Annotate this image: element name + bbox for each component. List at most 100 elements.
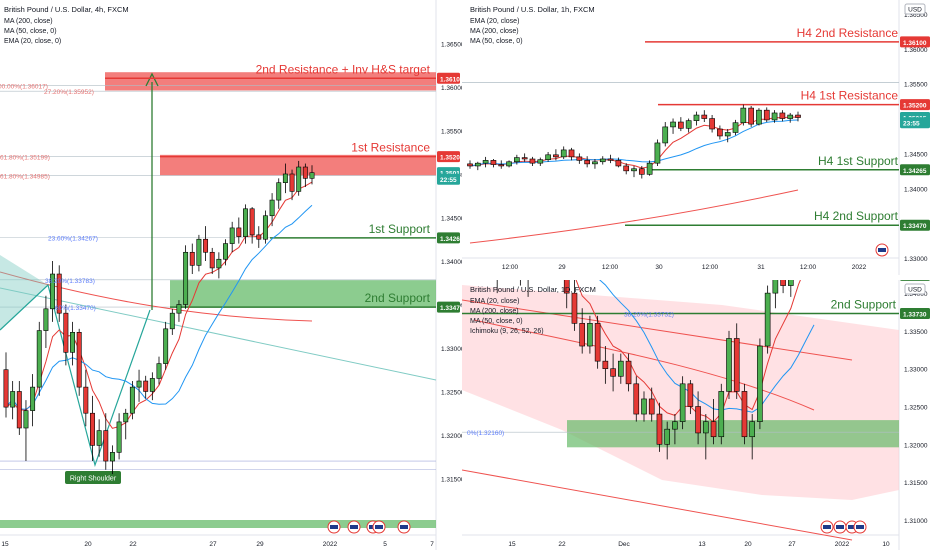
top-right-candle-body [678, 121, 684, 129]
bottom-right-candle-body [563, 280, 570, 294]
left-candle-body [196, 238, 202, 266]
top-right-candle [763, 107, 770, 123]
top-right-x-tick: 12:00 [702, 264, 719, 271]
left-head-shoulders-shade [0, 255, 48, 330]
left-background [0, 0, 462, 550]
bottom-right-candle [587, 315, 593, 354]
top-right-candle-body [584, 160, 590, 165]
left-candle-body [269, 199, 275, 217]
top-right-y-tick: 1.34000 [904, 186, 928, 193]
top-right-candle-body [568, 149, 575, 158]
bottom-right-candle [602, 346, 609, 384]
left-candle-body [116, 421, 122, 453]
top-right-candle-body [779, 112, 786, 119]
left-candle [176, 300, 182, 322]
left-y-tick: 1.36000 [441, 85, 462, 92]
top-right-candle-body [717, 128, 723, 137]
bottom-right-level-label: 2nd Support [831, 298, 897, 312]
left-y-tick: 1.35500 [441, 128, 462, 135]
top-right-candle-body [537, 159, 544, 164]
bottom-right-candle [772, 280, 779, 309]
top-right-candle [514, 154, 520, 165]
bottom-right-title: British Pound / U.S. Dollar, 1D, FXCM [470, 285, 596, 294]
top-right-candle [662, 122, 669, 147]
top-right-candle-body [623, 165, 630, 172]
left-candle-body [289, 173, 295, 192]
top-right-candle-body [732, 122, 739, 133]
left-candle [223, 239, 228, 266]
left-price-tag-bg [437, 301, 460, 313]
top-right-price-tag-bg [900, 164, 930, 176]
panel-4h-chart[interactable]: Right Shoulder 2nd Resistance + Inv H&S t… [0, 0, 462, 550]
top-right-candle [771, 110, 778, 123]
bottom-right-candle [679, 376, 686, 430]
top-right-candle-body [615, 160, 622, 167]
top-right-indicator-label: MA (50, close, 0) [470, 38, 523, 45]
bottom-right-candle [780, 280, 786, 294]
left-candle-body [63, 312, 69, 353]
bottom-right-candle [788, 280, 794, 297]
left-fib-label: 60%(1.33470) [55, 305, 96, 312]
top-right-candle-body [467, 163, 473, 167]
bottom-right-candle [579, 308, 585, 354]
left-price-tag-label: 1.35200 [440, 155, 462, 162]
bottom-right-candle [648, 387, 655, 422]
top-right-candle [654, 139, 661, 166]
br-ma200-line [473, 319, 815, 411]
top-right-price-tag-bg [900, 99, 930, 111]
left-candle [90, 395, 95, 462]
top-right-candle-body [701, 114, 708, 119]
bottom-right-x-tick: 2022 [835, 541, 850, 548]
left-price-tag-label: 1.34265 [440, 236, 462, 243]
top-right-candle [685, 118, 692, 133]
bottom-right-candle-body [579, 323, 585, 347]
left-candle [83, 369, 89, 427]
bottom-right-price-tag-bg [900, 308, 930, 320]
left-candle-body [23, 410, 29, 429]
left-trendline [0, 287, 437, 381]
top-right-candle [506, 160, 512, 168]
bottom-right-candle-body [733, 338, 740, 392]
left-indicator-label: MA (50, close, 0) [4, 28, 57, 35]
top-right-price-tag-label: 23:55 [903, 121, 920, 128]
top-right-candle [584, 156, 590, 168]
left-candle [36, 321, 42, 396]
left-candle [243, 204, 248, 244]
bottom-right-candle-body [772, 280, 779, 294]
bottom-right-candle [741, 383, 748, 445]
top-right-x-tick: 12:00 [502, 264, 519, 271]
bottom-right-candle-body [594, 323, 601, 362]
left-candle-body [249, 208, 255, 236]
top-right-candle-body [506, 161, 512, 167]
top-right-candle-body [498, 164, 505, 167]
top-right-candle [638, 165, 645, 179]
left-y-tick: 1.32500 [441, 389, 462, 396]
left-title: British Pound / U.S. Dollar, 4h, FXCM [4, 5, 129, 14]
top-right-candle [467, 160, 473, 169]
left-level-label: 1st Resistance [351, 141, 430, 155]
top-right-candle-body [748, 107, 754, 125]
left-x-tick: 22 [129, 541, 137, 548]
left-fib-label: 38.20%(1.33783) [45, 278, 95, 285]
panel-1h-chart[interactable]: H4 2nd Resistance H4 1st Resistance H4 1st… [462, 0, 932, 275]
top-right-candle-body [521, 157, 528, 160]
left-candle-body [296, 166, 302, 192]
bottom-right-candle [527, 280, 529, 297]
bottom-right-candle-body [710, 421, 717, 438]
bottom-right-event-flag-icon-band [856, 525, 864, 529]
top-right-candle [623, 163, 630, 175]
left-candle-body [223, 243, 228, 260]
bottom-right-candle-body [571, 292, 578, 324]
left-candle-body [129, 386, 135, 414]
top-right-candle-body [685, 120, 692, 129]
top-right-x-tick: 29 [558, 264, 566, 271]
top-right-price-tag-label: 1.34265 [903, 168, 927, 175]
left-price-tag-bg [437, 232, 460, 244]
top-right-y-tick: 1.34500 [904, 151, 928, 158]
bottom-right-candle-body [625, 360, 632, 385]
top-right-candle [670, 118, 676, 134]
bottom-right-y-tick: 1.34000 [904, 291, 928, 298]
left-candle-body [136, 380, 142, 388]
bottom-right-candle [757, 338, 763, 430]
